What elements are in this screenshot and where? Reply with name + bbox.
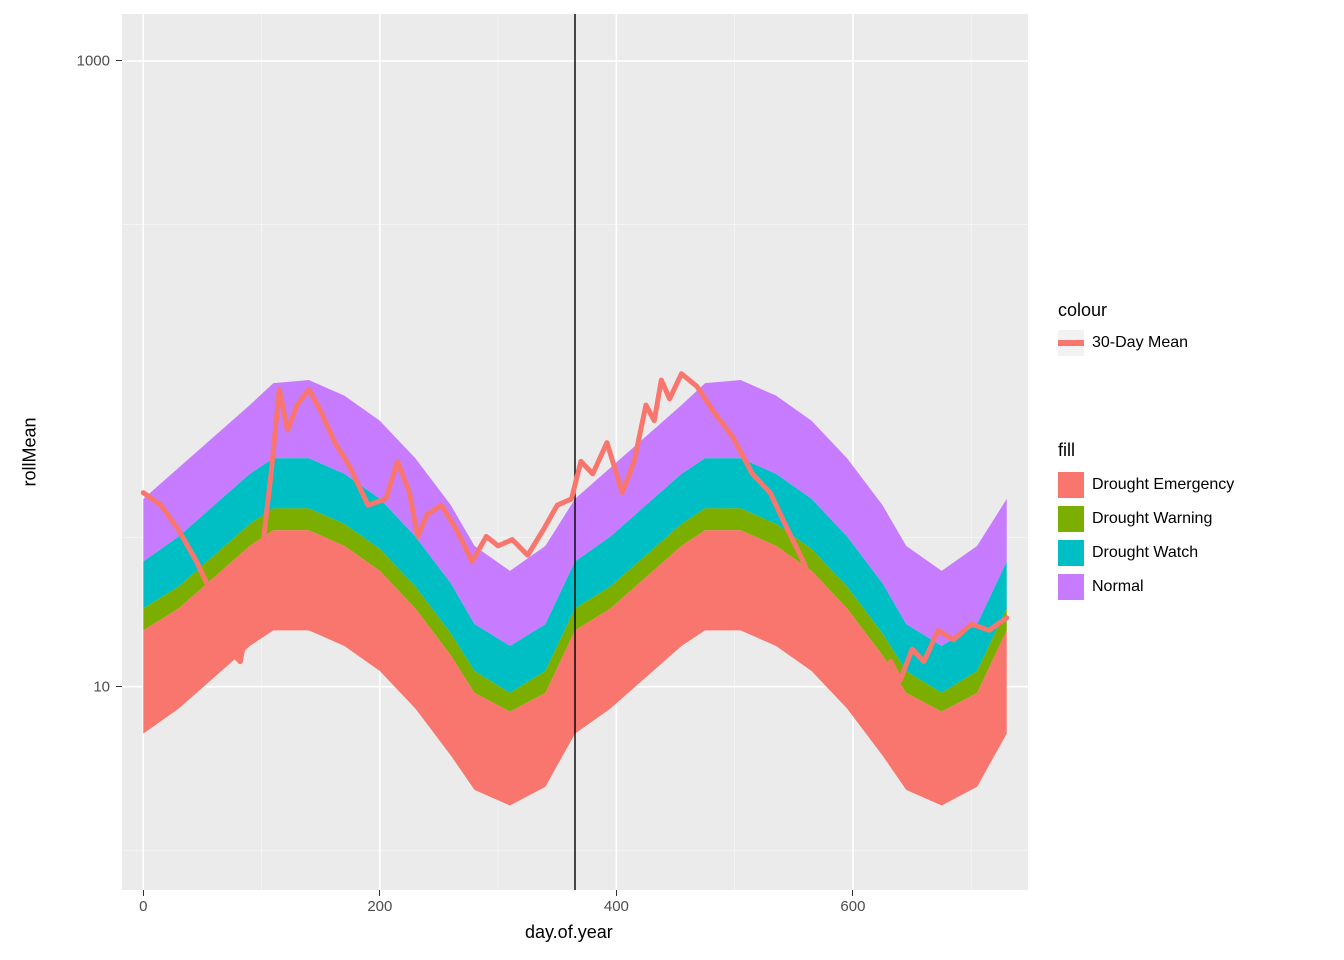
x-tick-label: 200 (367, 898, 392, 915)
legend-fill-item: Drought Watch (1058, 540, 1198, 566)
y-tick-mark (116, 60, 122, 61)
x-tick-mark (143, 890, 144, 896)
legend-fill-item: Normal (1058, 574, 1144, 600)
figure: rollMean day.of.year 0 200 400 600 10 1000 c… (0, 0, 1344, 960)
legend-item-label: 30-Day Mean (1092, 334, 1188, 352)
legend-fill-item: Drought Warning (1058, 506, 1212, 532)
y-tick-mark (116, 686, 122, 687)
legend-item-label: Drought Watch (1092, 544, 1198, 562)
legend-fill-key (1058, 472, 1084, 498)
legend-fill-key (1058, 574, 1084, 600)
legend-fill-key (1058, 540, 1084, 566)
x-tick-mark (852, 890, 853, 896)
legend-item-label: Drought Emergency (1092, 476, 1234, 494)
legend-line-key (1058, 330, 1084, 356)
y-tick-label: 10 (93, 678, 110, 695)
legend-colour-item: 30-Day Mean (1058, 330, 1188, 356)
x-tick-label: 0 (139, 898, 147, 915)
y-axis-title: rollMean (20, 417, 41, 486)
x-tick-label: 400 (604, 898, 629, 915)
legend-fill-key (1058, 506, 1084, 532)
legend-colour-title: colour (1058, 300, 1107, 321)
x-tick-mark (616, 890, 617, 896)
legend-fill-item: Drought Emergency (1058, 472, 1234, 498)
x-tick-mark (379, 890, 380, 896)
x-axis-title: day.of.year (525, 922, 613, 943)
legend-item-label: Drought Warning (1092, 510, 1212, 528)
legend-item-label: Normal (1092, 578, 1144, 596)
legend-fill-title: fill (1058, 440, 1075, 461)
x-tick-label: 600 (840, 898, 865, 915)
y-tick-label: 1000 (77, 52, 110, 69)
